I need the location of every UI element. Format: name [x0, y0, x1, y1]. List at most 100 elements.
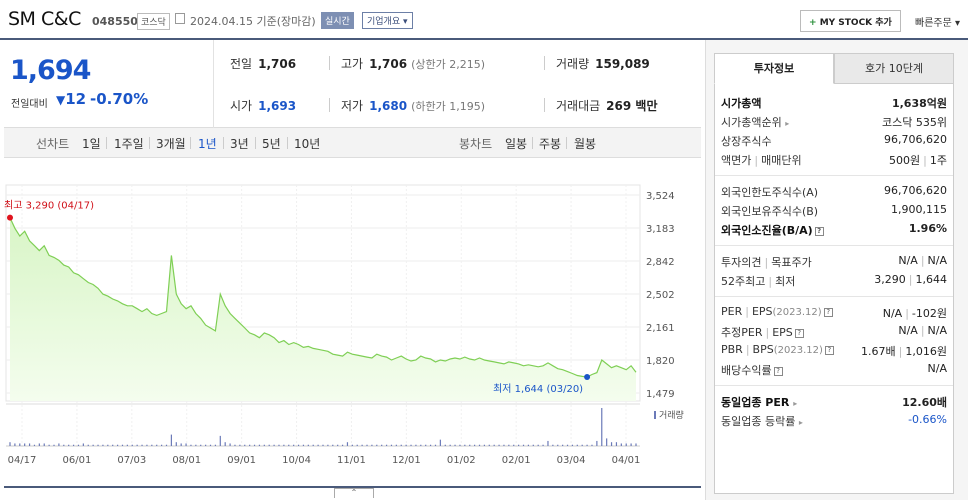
period-3m[interactable]: 3개월 — [156, 137, 186, 151]
volume-bar — [337, 444, 339, 446]
realtime-button[interactable]: 실시간 — [321, 12, 354, 29]
volume-bar — [165, 444, 168, 446]
divider — [213, 40, 214, 128]
chevron-right-icon: ▸ — [798, 418, 803, 427]
per-eps-labels: PER | EPS(2023.12)? — [721, 305, 833, 318]
price-summary: 1,694 전일대비 ▼12 -0.70% 전일 1,706 고가 1,706 (상한… — [4, 40, 701, 128]
market-cap-rank-link[interactable]: 시가총액순위 ▸ — [721, 114, 789, 130]
volume-bar — [366, 444, 368, 446]
y-tick-label: 3,524 — [646, 191, 675, 202]
industry-rate-link[interactable]: 동일업종 등락률 ▸ — [721, 413, 803, 429]
help-icon[interactable]: ? — [823, 307, 833, 317]
volume-bar — [498, 444, 500, 446]
stock-name: SM C&C — [8, 8, 81, 30]
price-chart[interactable]: 3,524 3,183 2,842 2,502 2,161 1,820 1,479 04/17… — [4, 158, 701, 500]
market-cap-row: 시가총액 1,638억원 — [715, 92, 953, 111]
mystock-add-button[interactable]: + MY STOCK 추가 — [800, 10, 901, 32]
divider — [544, 98, 545, 112]
volume-bar — [224, 442, 226, 446]
volume-bar — [200, 444, 202, 446]
volume-bar — [214, 444, 217, 446]
candle-monthly[interactable]: 월봉 — [574, 137, 597, 151]
per-eps-values: N/A | -102원 — [883, 305, 947, 321]
price-area-fill — [10, 217, 636, 401]
company-overview-button[interactable]: 기업개요 ▾ — [362, 12, 413, 29]
volume-bar — [58, 443, 60, 446]
volume-bar — [156, 444, 158, 446]
volume-bar — [606, 438, 608, 446]
bps-value: 1,016원 — [905, 345, 947, 358]
period-10y[interactable]: 10년 — [294, 137, 321, 151]
high-price: 고가 1,706 (상한가 2,215) — [341, 55, 485, 72]
wk52-low-value: 1,644 — [915, 273, 948, 286]
period-5y[interactable]: 5년 — [262, 137, 281, 151]
divider: | — [920, 254, 925, 267]
candle-daily[interactable]: 일봉 — [505, 137, 528, 151]
x-tick-label: 12/01 — [392, 455, 421, 466]
volume-bar — [503, 444, 505, 446]
high-label: 최고 3,290 (04/17) — [4, 200, 94, 212]
quick-order-button[interactable]: 빠른주문 ▾ — [915, 14, 960, 29]
industry-per-link[interactable]: 동일업종 PER ▸ — [721, 394, 797, 410]
section-divider — [715, 238, 953, 246]
volume-bar — [322, 444, 324, 446]
period-1d[interactable]: 1일 — [82, 137, 101, 151]
volume-legend: 거래량 — [659, 409, 684, 421]
company-overview-label: 기업개요 — [367, 17, 401, 27]
volume-bar — [410, 444, 412, 446]
divider — [329, 56, 330, 70]
dividend-value: N/A — [927, 362, 947, 375]
volume-bar — [371, 444, 373, 446]
opinion-row: 투자의견 | 목표주가 N/A | N/A — [715, 251, 953, 270]
volume-bar — [586, 444, 588, 446]
quick-order-label: 빠른주문 — [915, 18, 952, 29]
y-tick-label: 2,161 — [646, 323, 675, 334]
volume-bar — [483, 444, 485, 446]
unit-label: 매매단위 — [761, 154, 802, 167]
open-price: 시가 1,693 — [230, 97, 296, 114]
x-tick-label: 09/01 — [227, 455, 256, 466]
eps-value: -102원 — [911, 307, 947, 320]
help-icon[interactable]: ? — [814, 226, 824, 236]
volume-label: 거래량 — [556, 57, 590, 71]
volume-bar — [48, 444, 50, 446]
market-cap-value: 1,638억원 — [891, 97, 947, 110]
volume-bar — [444, 444, 446, 446]
help-icon[interactable]: ? — [794, 328, 804, 338]
divider: | — [765, 326, 770, 339]
volume-bar — [43, 443, 45, 446]
tab-invest-info[interactable]: 투자정보 — [714, 53, 834, 84]
x-tick-label: 07/03 — [117, 455, 146, 466]
pbr-bps-row: PBR | BPS(2023.12)? 1.67배 | 1,016원 — [715, 340, 953, 359]
volume-bar — [82, 443, 84, 446]
divider: | — [923, 154, 927, 167]
volume-bar — [562, 444, 564, 446]
tab-orderbook-10[interactable]: 호가 10단계 — [834, 53, 954, 84]
calendar-icon — [175, 13, 185, 24]
help-icon[interactable]: ? — [773, 366, 783, 376]
low-label: 저가 — [341, 99, 364, 113]
volume-bar — [195, 444, 197, 446]
period-1y[interactable]: 1년 — [198, 137, 217, 151]
volume-bar — [571, 444, 574, 446]
volume-bar — [405, 444, 407, 446]
period-3y[interactable]: 3년 — [230, 137, 249, 151]
open-value: 1,693 — [258, 99, 297, 113]
wk52-low-label: 최저 — [775, 275, 796, 288]
per-label: PER — [721, 305, 743, 318]
volume-bar — [601, 408, 603, 446]
help-icon[interactable]: ? — [824, 345, 834, 355]
market-cap-label: 시가총액 — [721, 97, 762, 110]
foreign-ratio-value: 1.96% — [908, 222, 947, 235]
per-eps-row: PER | EPS(2023.12)? N/A | -102원 — [715, 302, 953, 321]
volume-bar — [454, 444, 456, 446]
period-1w[interactable]: 1주일 — [114, 137, 144, 151]
volume-bar — [68, 444, 70, 446]
x-tick-label: 04/01 — [612, 455, 641, 466]
down-triangle-icon: ▼ — [56, 93, 66, 107]
volume-bar — [464, 444, 466, 446]
chart-collapse-toggle[interactable]: ⌃ — [334, 488, 374, 498]
volume-bar — [97, 444, 99, 446]
low-marker — [584, 374, 591, 381]
candle-weekly[interactable]: 주봉 — [539, 137, 562, 151]
